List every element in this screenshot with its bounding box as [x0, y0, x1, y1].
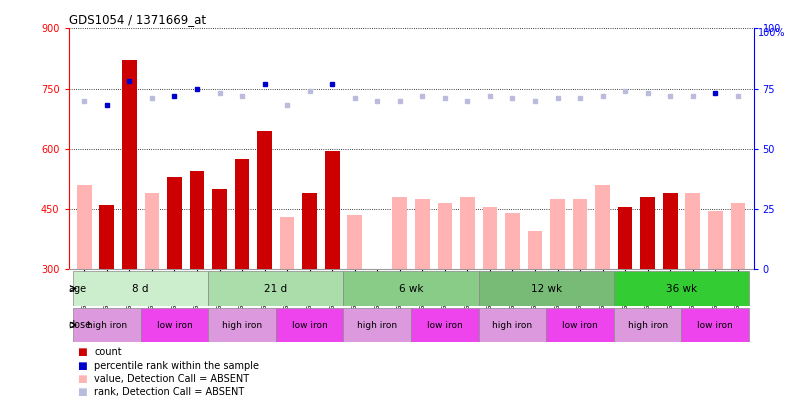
Bar [393, 197, 407, 269]
Bar [347, 215, 362, 269]
Text: high iron: high iron [357, 320, 397, 330]
Bar [99, 205, 114, 269]
Bar [73, 271, 208, 306]
Text: ■: ■ [77, 388, 86, 397]
Bar [483, 207, 497, 269]
Text: 100%: 100% [758, 28, 785, 38]
Text: value, Detection Call = ABSENT: value, Detection Call = ABSENT [94, 374, 249, 384]
Text: rank, Detection Call = ABSENT: rank, Detection Call = ABSENT [94, 388, 244, 397]
Text: 6 wk: 6 wk [399, 284, 423, 294]
Bar [140, 308, 208, 342]
Bar [77, 185, 92, 269]
Bar [614, 271, 749, 306]
Bar [479, 271, 614, 306]
Text: low iron: low iron [427, 320, 463, 330]
Bar [640, 197, 655, 269]
Bar [438, 203, 452, 269]
Bar [280, 217, 294, 269]
Bar [73, 308, 140, 342]
Bar [663, 193, 678, 269]
Text: ■: ■ [77, 347, 86, 357]
Text: dose: dose [69, 320, 92, 330]
Bar [343, 271, 479, 306]
Bar [479, 308, 546, 342]
Bar [235, 159, 249, 269]
Bar [144, 193, 160, 269]
Text: high iron: high iron [628, 320, 667, 330]
Bar [208, 308, 276, 342]
Text: low iron: low iron [292, 320, 327, 330]
Text: low iron: low iron [563, 320, 598, 330]
Text: low iron: low iron [697, 320, 733, 330]
Bar [550, 199, 565, 269]
Bar [276, 308, 343, 342]
Bar [189, 171, 204, 269]
Text: percentile rank within the sample: percentile rank within the sample [94, 361, 260, 371]
Text: high iron: high iron [222, 320, 262, 330]
Bar [208, 271, 343, 306]
Bar [302, 193, 317, 269]
Bar [122, 60, 137, 269]
Text: high iron: high iron [87, 320, 127, 330]
Bar [596, 185, 610, 269]
Bar [343, 308, 411, 342]
Bar [325, 151, 339, 269]
Bar [415, 199, 430, 269]
Text: 8 d: 8 d [132, 284, 149, 294]
Bar [546, 308, 614, 342]
Bar [708, 211, 723, 269]
Bar [614, 308, 682, 342]
Text: GDS1054 / 1371669_at: GDS1054 / 1371669_at [69, 13, 206, 26]
Bar [505, 213, 520, 269]
Bar [573, 199, 588, 269]
Bar [212, 189, 226, 269]
Bar [685, 193, 700, 269]
Text: age: age [69, 284, 86, 294]
Bar [528, 231, 542, 269]
Text: 12 wk: 12 wk [530, 284, 562, 294]
Bar [167, 177, 182, 269]
Bar [682, 308, 749, 342]
Bar [618, 207, 633, 269]
Text: ■: ■ [77, 374, 86, 384]
Text: 21 d: 21 d [264, 284, 288, 294]
Bar [730, 203, 746, 269]
Text: low iron: low iron [156, 320, 193, 330]
Text: ■: ■ [77, 361, 86, 371]
Bar [460, 197, 475, 269]
Text: count: count [94, 347, 122, 357]
Bar [411, 308, 479, 342]
Text: high iron: high iron [492, 320, 533, 330]
Text: 36 wk: 36 wk [666, 284, 697, 294]
Bar [257, 131, 272, 269]
